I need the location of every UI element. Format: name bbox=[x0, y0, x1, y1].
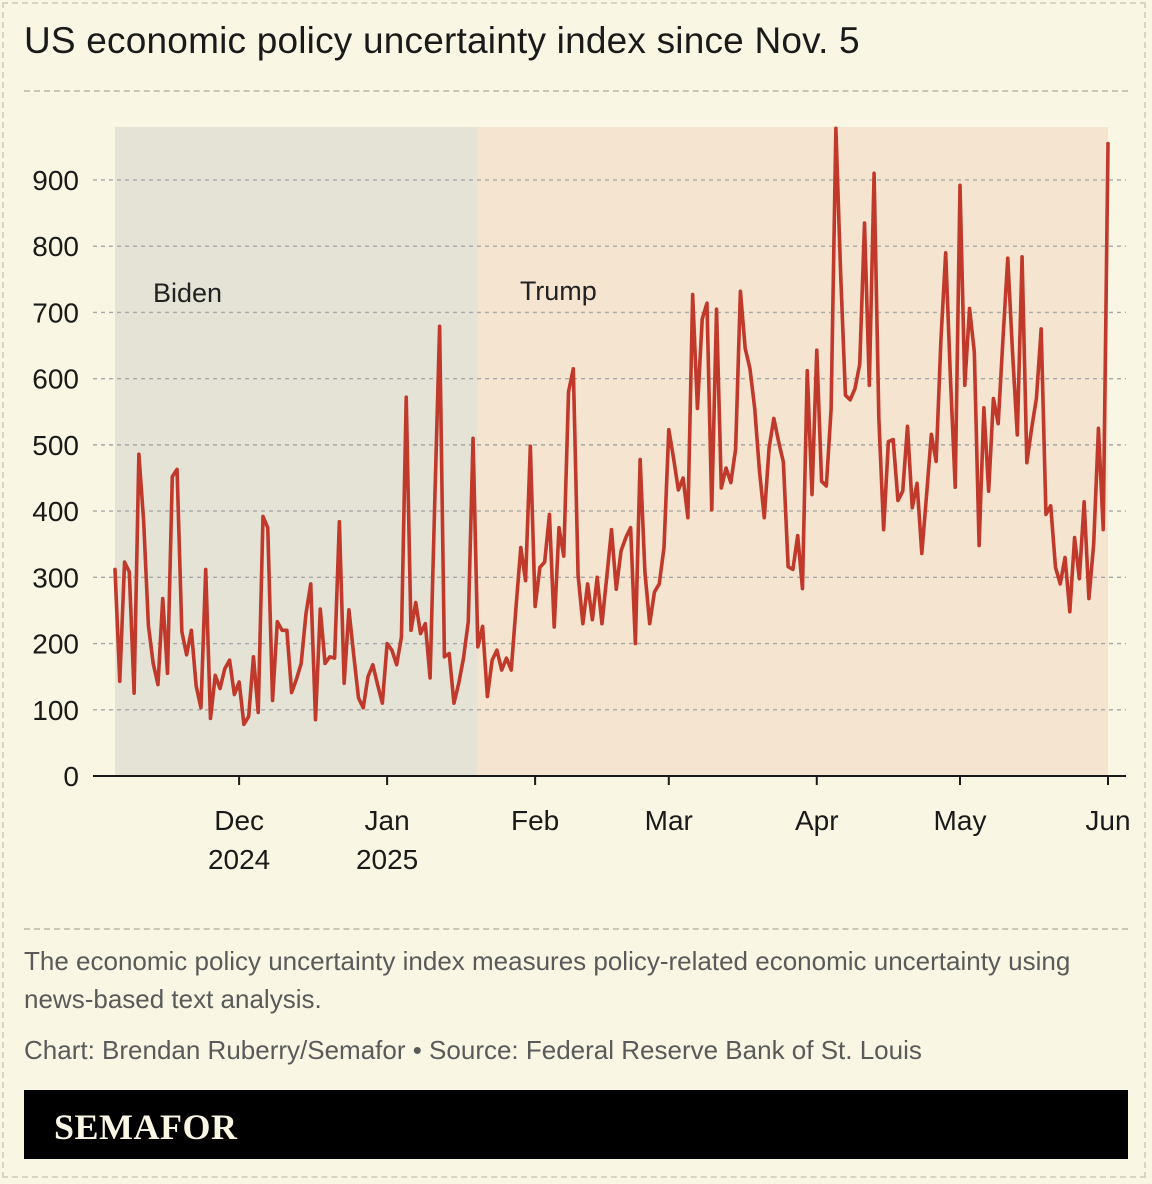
x-tick-label: Jun bbox=[1085, 805, 1130, 836]
x-tick-label: May bbox=[934, 805, 987, 836]
region-label-biden: Biden bbox=[153, 278, 222, 308]
footer-bar: SEMAFOR bbox=[24, 1090, 1128, 1159]
y-tick-label: 200 bbox=[32, 629, 79, 660]
region-label-trump: Trump bbox=[520, 276, 597, 306]
y-tick-label: 300 bbox=[32, 562, 79, 593]
chart-credit: Chart: Brendan Ruberry/Semafor • Source:… bbox=[24, 1035, 922, 1065]
y-tick-label: 800 bbox=[32, 231, 79, 262]
y-tick-label: 400 bbox=[32, 496, 79, 527]
series-line bbox=[113, 126, 1110, 727]
title-divider bbox=[24, 90, 1128, 92]
region-shade-trump bbox=[477, 127, 1109, 776]
x-tick-label: Mar bbox=[645, 805, 693, 836]
x-tick-label: Feb bbox=[511, 805, 559, 836]
line-chart: 0 100 200 300 400 500 600 700 800 900 Biden Trump De… bbox=[32, 126, 1131, 875]
x-tick-label: Dec bbox=[214, 805, 264, 836]
y-tick-label: 100 bbox=[32, 695, 79, 726]
y-tick-label: 900 bbox=[32, 165, 79, 196]
semafor-logo: SEMAFOR bbox=[54, 1107, 238, 1147]
y-tick-label: 500 bbox=[32, 430, 79, 461]
notes-divider bbox=[24, 928, 1128, 930]
x-tick-label: Jan bbox=[365, 805, 410, 836]
y-tick-label: 600 bbox=[32, 364, 79, 395]
region-shade-biden bbox=[115, 127, 478, 776]
chart-description: The economic policy uncertainty index me… bbox=[24, 946, 1071, 1014]
x-tick-label: Apr bbox=[795, 805, 839, 836]
chart-title: US economic policy uncertainty index sin… bbox=[24, 20, 860, 61]
x-tick-year-label: 2025 bbox=[356, 844, 418, 875]
y-tick-label: 700 bbox=[32, 297, 79, 328]
x-tick-year-label: 2024 bbox=[208, 844, 270, 875]
y-tick-label: 0 bbox=[63, 761, 79, 792]
